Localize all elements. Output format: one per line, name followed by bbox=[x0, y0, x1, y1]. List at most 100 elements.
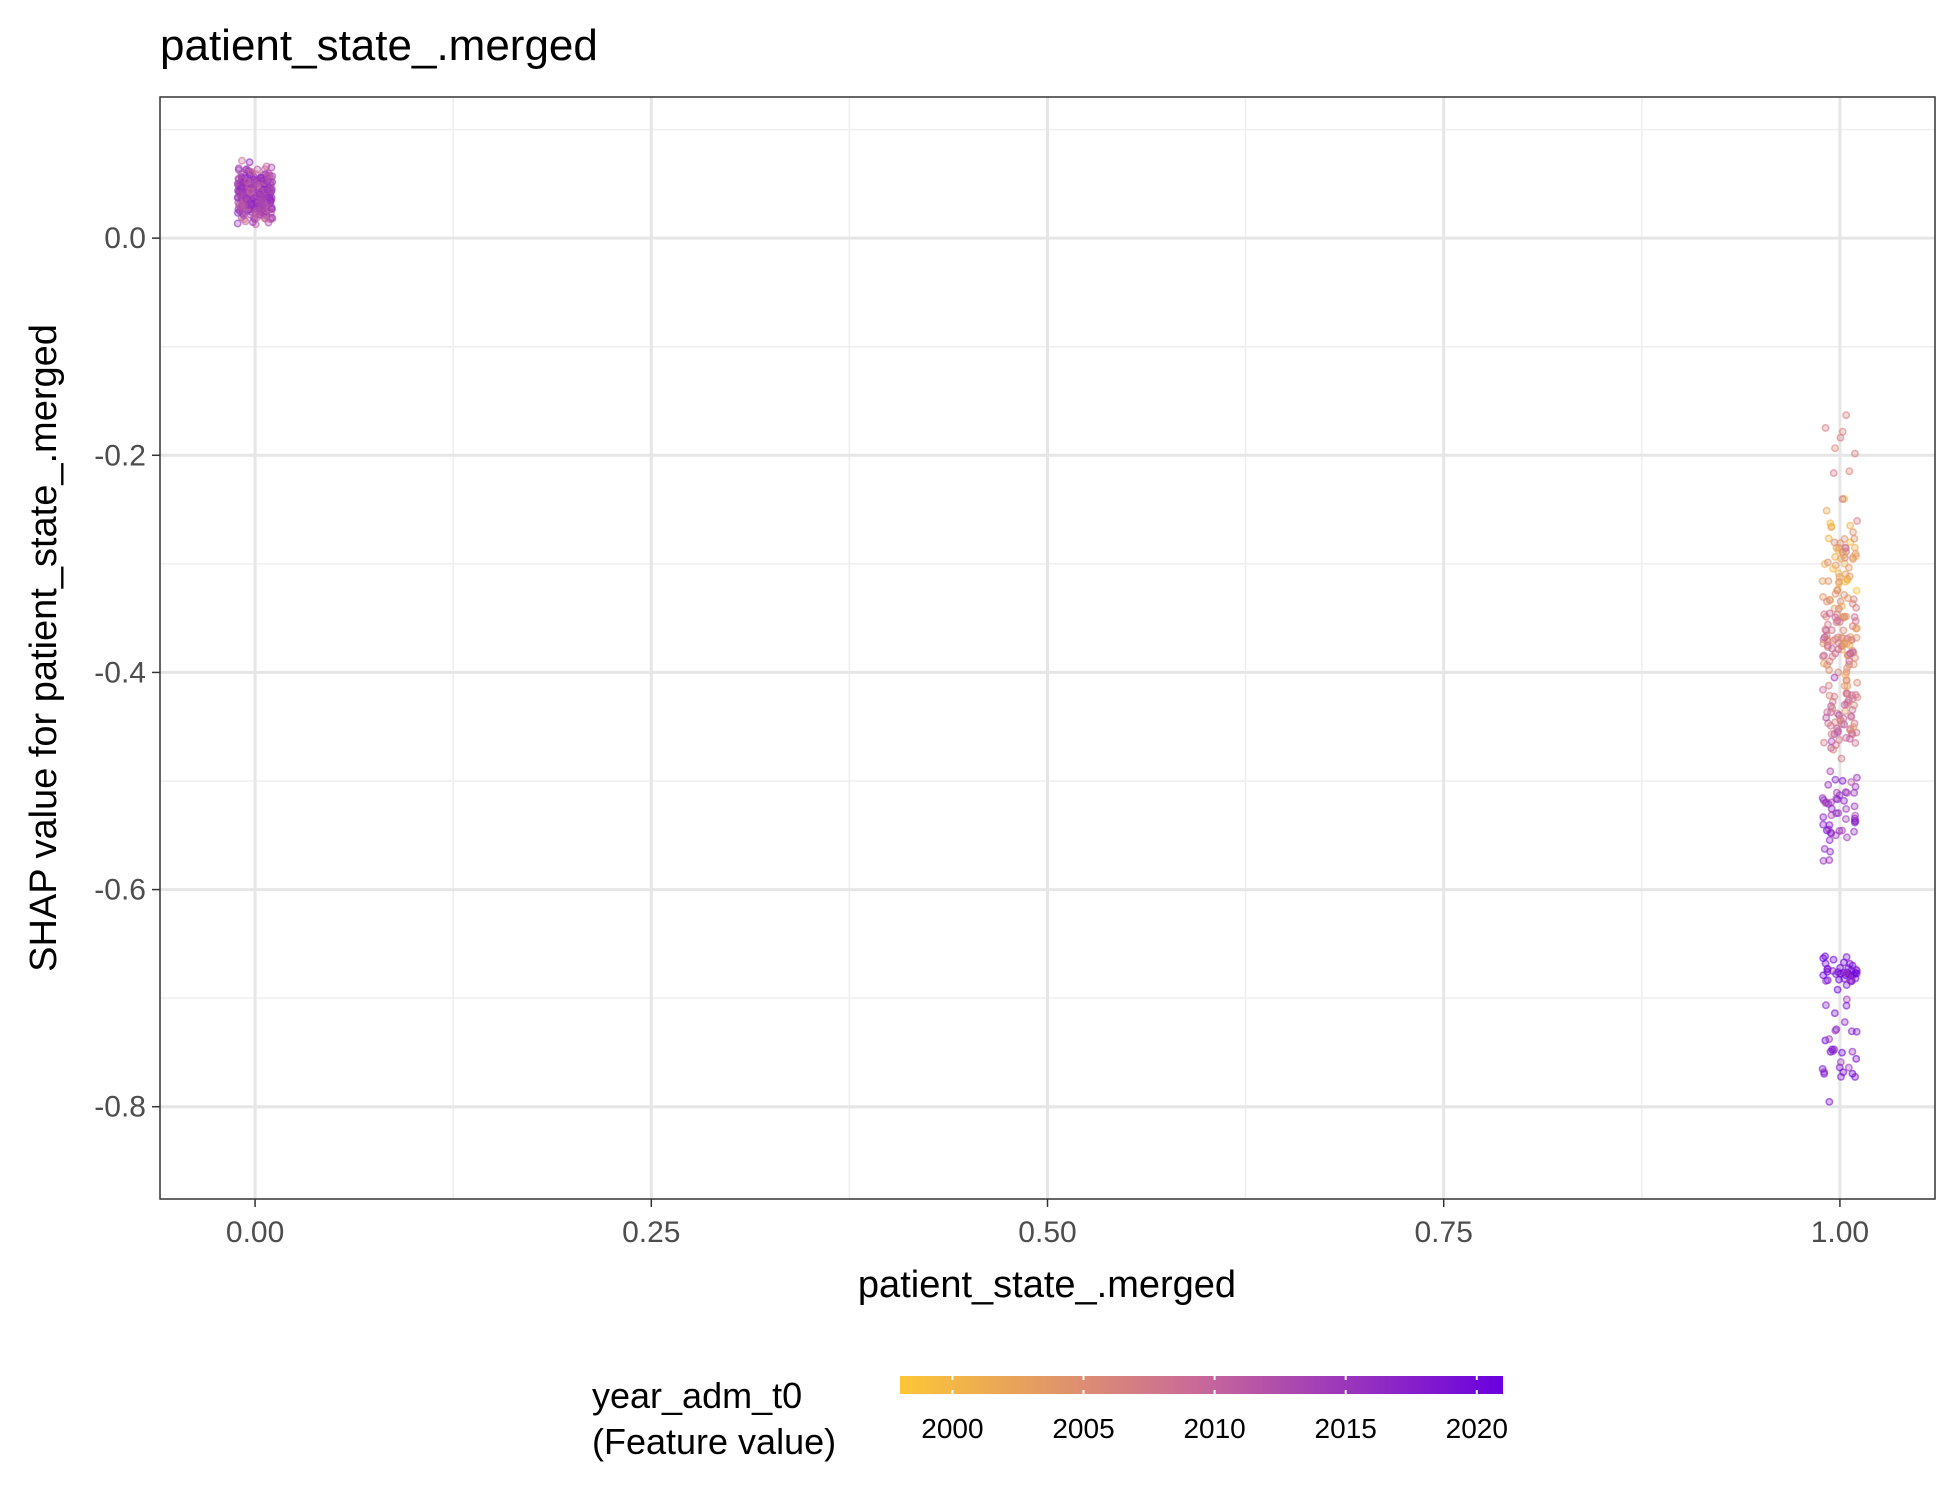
y-tick-label: -0.8 bbox=[94, 1091, 146, 1124]
scatter-point bbox=[1822, 506, 1831, 515]
scatter-point bbox=[1842, 676, 1851, 685]
scatter-point bbox=[1840, 700, 1849, 709]
scatter-point bbox=[1829, 1047, 1838, 1056]
scatter-point bbox=[1850, 701, 1859, 710]
scatter-point bbox=[1839, 958, 1848, 967]
scatter-point bbox=[1835, 617, 1844, 626]
scatter-point bbox=[1846, 521, 1855, 530]
scatter-point bbox=[233, 219, 242, 228]
scatter-point bbox=[248, 218, 257, 227]
x-axis-ticks: 0.00 0.25 0.50 0.75 1.00 bbox=[226, 1199, 1869, 1249]
plot-area bbox=[159, 96, 1936, 1200]
scatter-point bbox=[1820, 610, 1829, 619]
scatter-point bbox=[1825, 666, 1834, 674]
scatter-point bbox=[1846, 649, 1855, 658]
scatter-point bbox=[1833, 795, 1842, 804]
scatter-point bbox=[1825, 856, 1834, 865]
x-axis-title: patient_state_.merged bbox=[858, 1264, 1236, 1306]
scatter-point bbox=[1829, 955, 1838, 964]
scatter-point bbox=[263, 172, 272, 181]
scatter-point bbox=[1819, 685, 1827, 694]
scatter-point bbox=[1831, 444, 1839, 453]
scatter-point bbox=[1852, 969, 1861, 978]
scatter-point bbox=[1838, 1048, 1846, 1057]
scatter-point bbox=[1844, 563, 1853, 572]
scatter-point bbox=[253, 206, 262, 215]
scatter-point bbox=[1825, 1097, 1834, 1106]
scatter-point bbox=[243, 177, 252, 186]
scatter-point bbox=[1852, 1054, 1861, 1063]
scatter-point bbox=[1842, 995, 1851, 1004]
scatter-point bbox=[1841, 815, 1850, 824]
scatter-point bbox=[1836, 716, 1845, 725]
legend-tick-label: 2010 bbox=[1183, 1413, 1245, 1444]
scatter-point bbox=[1829, 564, 1837, 573]
scatter-point bbox=[1824, 780, 1833, 789]
scatter-point bbox=[1845, 734, 1854, 743]
scatter-point bbox=[1825, 609, 1834, 618]
scatter-point bbox=[1825, 1035, 1834, 1044]
scatter-point bbox=[1819, 820, 1828, 829]
scatter-point bbox=[1828, 704, 1837, 713]
scatter-point bbox=[1844, 1063, 1853, 1072]
scatter-point bbox=[1842, 981, 1851, 990]
scatter-point bbox=[1824, 681, 1833, 690]
scatter-point bbox=[1831, 1026, 1840, 1035]
scatter-point bbox=[1839, 626, 1848, 635]
x-tick-label: 1.00 bbox=[1811, 1216, 1869, 1249]
scatter-point bbox=[1853, 517, 1862, 525]
scatter-point bbox=[261, 214, 270, 223]
scatter-point bbox=[1845, 641, 1854, 650]
scatter-point bbox=[237, 170, 246, 179]
legend-tick-label: 2020 bbox=[1446, 1413, 1508, 1444]
scatter-point bbox=[1823, 976, 1832, 985]
y-axis-ticks: 0.0 -0.2 -0.4 -0.6 -0.8 bbox=[94, 222, 160, 1124]
scatter-point bbox=[1846, 633, 1855, 641]
scatter-point bbox=[1847, 778, 1856, 786]
scatter-point bbox=[1843, 833, 1851, 842]
scatter-point bbox=[1830, 673, 1839, 682]
scatter-point bbox=[1820, 844, 1829, 853]
scatter-point bbox=[1841, 788, 1850, 797]
y-tick-label: -0.2 bbox=[94, 439, 146, 472]
scatter-point bbox=[1838, 776, 1847, 785]
scatter-point bbox=[1823, 641, 1832, 650]
legend-ticks: 2000 2005 2010 2015 2020 bbox=[921, 1376, 1508, 1444]
scatter-point bbox=[259, 192, 268, 200]
scatter-point bbox=[1844, 594, 1852, 603]
scatter-point bbox=[1819, 971, 1828, 980]
scatter-point bbox=[1851, 549, 1860, 558]
scatter-point bbox=[1853, 678, 1862, 687]
scatter-point bbox=[234, 164, 243, 173]
scatter-point bbox=[1832, 809, 1841, 818]
scatter-point bbox=[1852, 624, 1861, 633]
x-tick-label: 0.50 bbox=[1018, 1216, 1076, 1249]
scatter-point bbox=[1836, 1058, 1845, 1067]
scatter-point bbox=[1836, 433, 1845, 442]
legend-color-bar bbox=[900, 1376, 1503, 1394]
scatter-point bbox=[1831, 775, 1840, 784]
scatter-point bbox=[1842, 804, 1851, 813]
legend-tick-label: 2015 bbox=[1315, 1413, 1377, 1444]
scatter-point bbox=[1851, 739, 1860, 747]
legend-title-line2: (Feature value) bbox=[592, 1421, 836, 1462]
scatter-point bbox=[1825, 836, 1834, 845]
scatter-point bbox=[1825, 657, 1834, 666]
scatter-point bbox=[1821, 1001, 1830, 1010]
scatter-point bbox=[1833, 586, 1842, 595]
scatter-point bbox=[1850, 827, 1858, 836]
scatter-point bbox=[1841, 707, 1850, 716]
scatter-point bbox=[1843, 681, 1852, 690]
scatter-point bbox=[1835, 735, 1844, 744]
y-tick-label: -0.6 bbox=[94, 874, 146, 907]
x-tick-label: 0.75 bbox=[1415, 1216, 1473, 1249]
legend-tick-label: 2000 bbox=[921, 1413, 983, 1444]
scatter-point bbox=[1823, 558, 1832, 567]
scatter-point bbox=[1820, 633, 1829, 642]
scatter-point bbox=[1834, 726, 1843, 735]
scatter-point bbox=[1849, 528, 1858, 537]
scatter-point bbox=[1842, 1001, 1851, 1010]
scatter-point bbox=[1848, 1047, 1857, 1056]
scatter-point bbox=[1850, 613, 1859, 622]
